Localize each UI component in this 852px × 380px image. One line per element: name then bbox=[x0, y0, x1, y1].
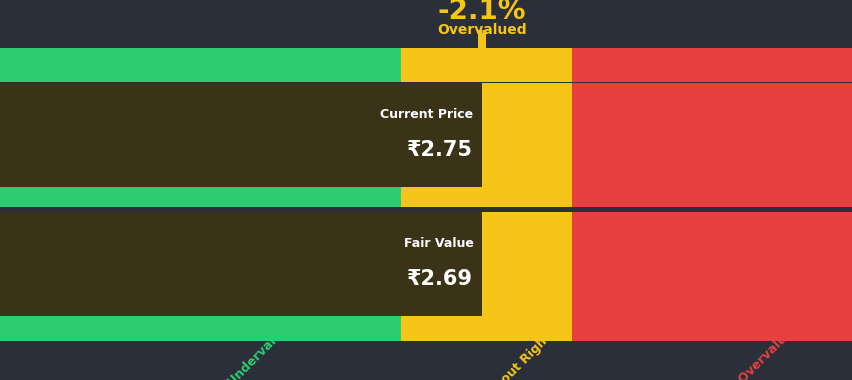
Bar bbox=[0, 180, 400, 207]
Bar bbox=[400, 48, 571, 82]
Text: -2.1%: -2.1% bbox=[437, 0, 526, 25]
Bar bbox=[0, 82, 400, 187]
Text: ₹2.69: ₹2.69 bbox=[407, 269, 473, 289]
Bar bbox=[571, 82, 852, 187]
Bar bbox=[571, 212, 852, 316]
Text: Current Price: Current Price bbox=[380, 108, 473, 120]
Text: Overvalued: Overvalued bbox=[436, 24, 527, 37]
Bar bbox=[0, 48, 400, 82]
Bar bbox=[571, 307, 852, 341]
Bar bbox=[400, 180, 571, 207]
Text: Fair Value: Fair Value bbox=[403, 237, 473, 250]
Bar bbox=[0, 82, 481, 187]
Bar bbox=[571, 48, 852, 82]
Bar bbox=[400, 212, 571, 316]
Bar bbox=[0, 212, 481, 316]
Text: 20% Overvalued: 20% Overvalued bbox=[711, 320, 802, 380]
Bar bbox=[0, 307, 400, 341]
Bar bbox=[400, 307, 571, 341]
Bar bbox=[477, 30, 486, 48]
Text: ₹2.75: ₹2.75 bbox=[407, 140, 473, 160]
Text: About Right: About Right bbox=[486, 331, 554, 380]
Bar bbox=[0, 212, 400, 316]
Bar bbox=[400, 82, 571, 187]
Bar bbox=[571, 180, 852, 207]
Text: 20% Undervalued: 20% Undervalued bbox=[200, 317, 296, 380]
